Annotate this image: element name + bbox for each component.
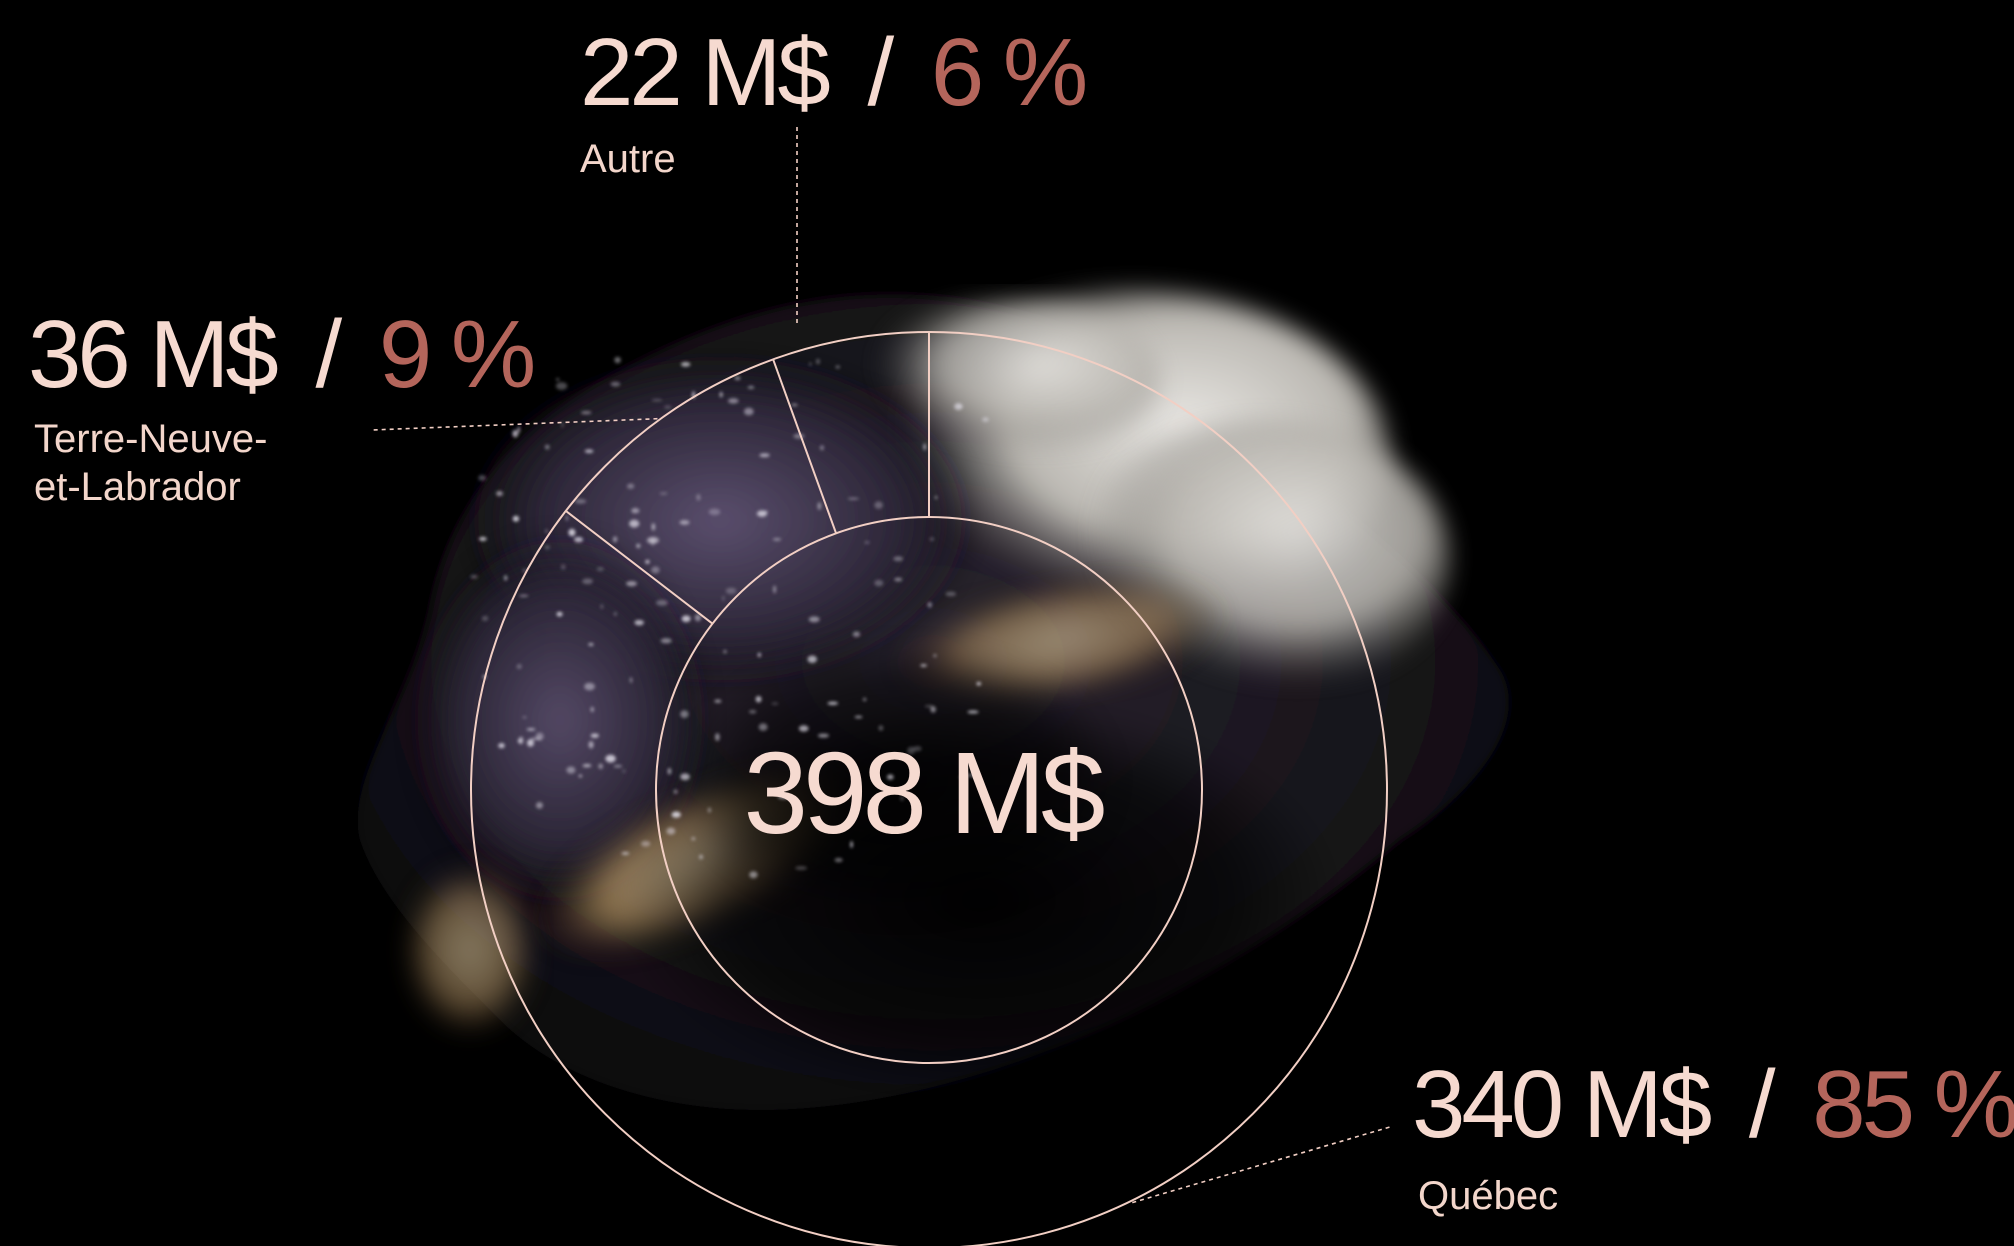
leader-lines bbox=[371, 127, 1391, 1204]
slice-boundary-terre-neuve-et-labrador bbox=[565, 510, 714, 625]
slice-value-terre-neuve-et-labrador: 36 M$ / 9 % bbox=[28, 301, 533, 408]
slice-name-quebec: Québec bbox=[1418, 1174, 1558, 1218]
slice-percent-quebec: 85 % bbox=[1812, 1051, 2014, 1158]
slice-name-autre: Autre bbox=[580, 137, 676, 181]
slice-label-autre: 22 M$ / 6 % Autre bbox=[580, 19, 1089, 181]
mineral-rock-photo bbox=[357, 290, 1509, 1110]
slice-label-quebec: 340 M$ / 85 % Québec bbox=[1412, 1051, 2014, 1218]
leader-line-quebec bbox=[1132, 1126, 1391, 1204]
slice-label-terre-neuve-et-labrador: 36 M$ / 9 % Terre-Neuve- et-Labrador bbox=[28, 301, 537, 509]
slice-value-autre: 22 M$ / 6 % bbox=[580, 19, 1085, 126]
slice-name-line-1: Terre-Neuve- bbox=[34, 417, 267, 461]
slice-amount-quebec: 340 M$ bbox=[1412, 1051, 1711, 1158]
total-value-label: 398 M$ bbox=[744, 728, 1104, 858]
donut-slices bbox=[565, 332, 930, 625]
slice-boundary-autre bbox=[772, 359, 838, 534]
slice-percent-autre: 6 % bbox=[931, 19, 1085, 126]
slice-amount-autre: 22 M$ bbox=[580, 19, 829, 126]
slice-separator-terre-neuve-et-labrador: / bbox=[315, 301, 342, 408]
slice-name-line-2: et-Labrador bbox=[34, 465, 241, 509]
slice-separator-quebec: / bbox=[1749, 1051, 1776, 1158]
slice-separator-autre: / bbox=[867, 19, 894, 126]
slice-value-quebec: 340 M$ / 85 % bbox=[1412, 1051, 2014, 1158]
slice-amount-terre-neuve-et-labrador: 36 M$ bbox=[28, 301, 277, 408]
slice-name-terre-neuve-et-labrador: Terre-Neuve- et-Labrador bbox=[34, 417, 279, 509]
slice-percent-terre-neuve-et-labrador: 9 % bbox=[379, 301, 533, 408]
